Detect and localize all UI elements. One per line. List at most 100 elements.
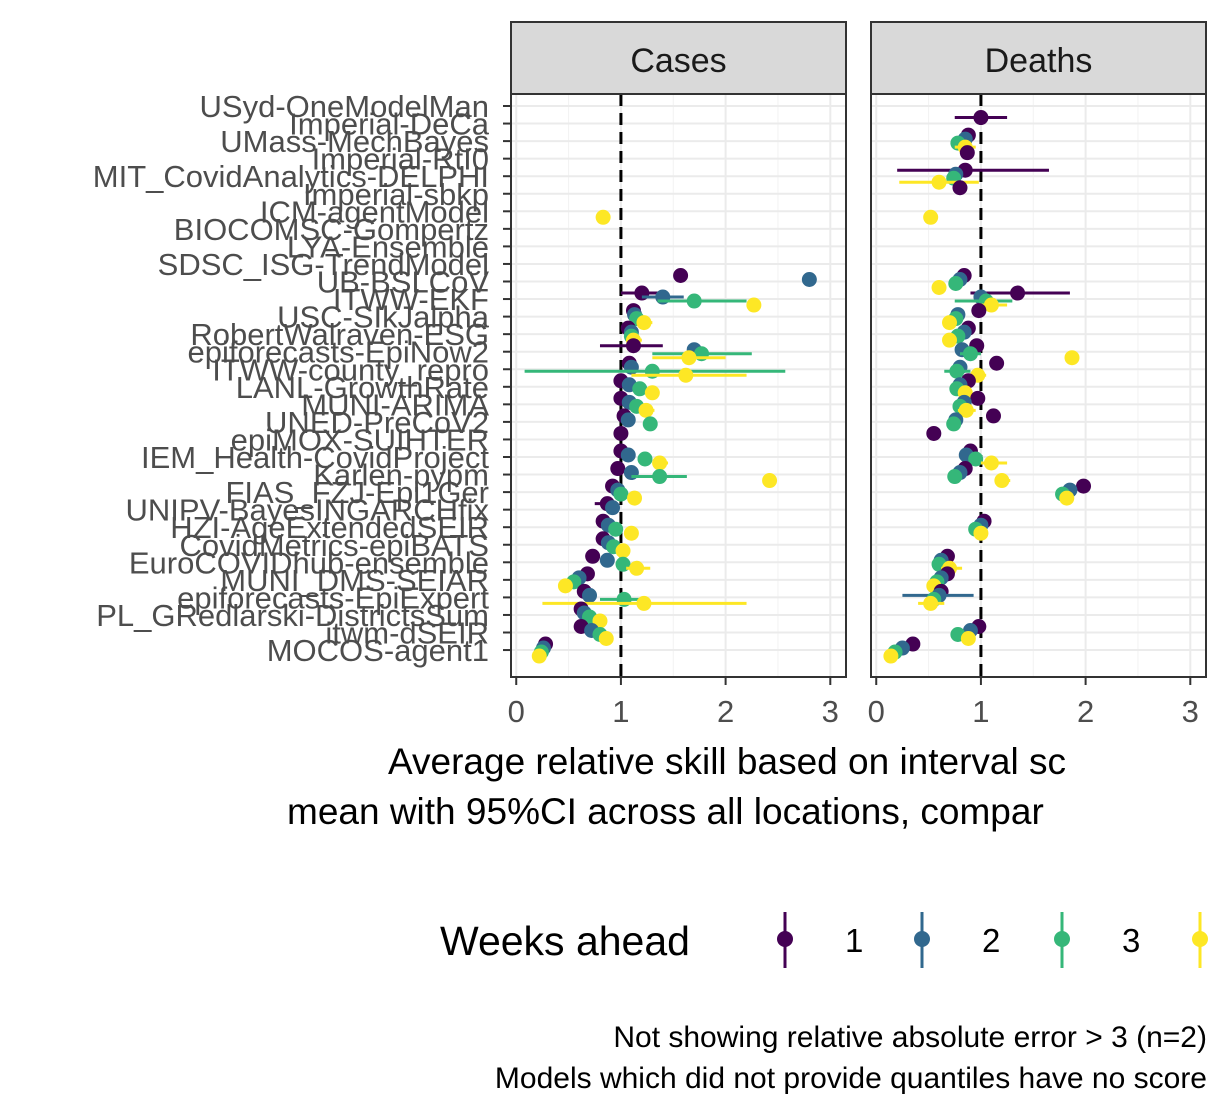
- mean-point: [531, 648, 547, 664]
- y-tick-label: CovidMetrics-epiBATS: [179, 528, 489, 563]
- legend-label: 3: [1122, 922, 1140, 959]
- mean-point: [947, 469, 963, 485]
- mean-point: [625, 338, 641, 354]
- y-tick-label: epiMOX-SUIHTER: [231, 422, 489, 457]
- mean-point: [973, 525, 989, 541]
- y-tick-label: UNIPV-BayesINGARCHfix: [126, 493, 490, 528]
- legend-key: 2: [914, 912, 1000, 968]
- y-tick-label: FIAS_FZJ-Epi1Ger: [225, 475, 489, 510]
- x-tick-label: 2: [717, 694, 734, 729]
- mean-point: [620, 447, 636, 463]
- y-tick-label: MOCOS-agent1: [267, 633, 489, 668]
- y-tick-label: LANL-GrowthRate: [236, 370, 489, 405]
- x-tick-label: 1: [612, 694, 629, 729]
- mean-point: [931, 280, 947, 295]
- mean-point: [638, 402, 654, 418]
- facet-strip-deaths: [870, 21, 1207, 95]
- legend-key: 1: [777, 912, 863, 968]
- mean-point: [686, 293, 702, 309]
- y-tick-label: SDSC_ISG-TrendModel: [158, 247, 489, 282]
- mean-point: [620, 412, 636, 428]
- x-tick-label: 3: [822, 694, 839, 729]
- mean-point: [746, 297, 762, 313]
- mean-point: [973, 110, 989, 126]
- mean-point: [994, 473, 1010, 489]
- legend: Weeks ahead 1 2 3: [440, 912, 1208, 968]
- y-tick-label: LYA-Ensemble: [287, 229, 489, 264]
- y-tick-label: Imperial-sbkp: [303, 177, 489, 212]
- y-tick-label: MIT_CovidAnalytics-DELPHI: [93, 159, 489, 194]
- y-tick-label: epiforecasts-EpiExpert: [177, 580, 489, 615]
- mean-point: [632, 381, 648, 397]
- mean-point: [946, 416, 962, 432]
- mean-point: [989, 355, 1005, 371]
- legend-key: 3: [1054, 912, 1140, 968]
- mean-point: [948, 276, 964, 291]
- y-tick-label: USyd-OneModelMan: [200, 89, 489, 124]
- mean-point: [926, 425, 942, 441]
- panel-border-cases: [510, 93, 847, 678]
- facet-panel-deaths: Deaths: [870, 21, 1207, 678]
- facet-title-deaths: Deaths: [985, 42, 1093, 80]
- mean-point: [983, 297, 999, 313]
- mean-point: [1076, 478, 1092, 494]
- mean-point: [1059, 490, 1075, 506]
- mean-point: [629, 560, 645, 576]
- legend-key-point: [1054, 931, 1070, 947]
- caption: Not showing relative absolute error > 3 …: [495, 1021, 1207, 1095]
- x-tick-label: 0: [508, 694, 525, 729]
- y-tick-label: Imperial-RtI0: [312, 142, 489, 177]
- mean-point: [652, 455, 668, 471]
- mean-point: [962, 346, 978, 362]
- y-tick-label: HZI-AgeExtendedSEIR: [170, 510, 489, 545]
- mean-point: [595, 209, 611, 225]
- y-tick-label: UMass-MechBayes: [220, 124, 489, 159]
- facet-panel-cases: Cases: [510, 21, 847, 678]
- y-tick-label: ITWW-county_repro: [212, 352, 489, 387]
- mean-point: [949, 363, 965, 379]
- mean-point: [968, 451, 984, 467]
- mean-point: [613, 486, 629, 502]
- y-tick-label: USC-SIkJalpha: [277, 300, 490, 335]
- caption-line-1: Not showing relative absolute error > 3 …: [613, 1021, 1207, 1054]
- mean-point: [983, 455, 999, 471]
- mean-point: [960, 631, 976, 646]
- x-axis-title: Average relative skill based on interval…: [287, 741, 1066, 832]
- mean-point: [623, 525, 639, 541]
- mean-point: [942, 315, 958, 331]
- mean-point: [605, 500, 621, 516]
- mean-point: [608, 521, 624, 537]
- mean-point: [557, 578, 573, 594]
- mean-point: [971, 303, 987, 319]
- mean-point: [923, 595, 939, 611]
- y-tick-label: IEM_Health-CovidProject: [141, 440, 489, 475]
- y-tick-label: PL_GRedlarski-DistrictsSum: [96, 598, 489, 633]
- mean-point: [762, 473, 778, 489]
- mean-point: [627, 490, 643, 506]
- facet-strip-cases: [510, 21, 847, 95]
- x-axis-title-line: Average relative skill based on interval…: [388, 741, 1066, 782]
- y-tick-label: ICM-agentModel: [260, 194, 489, 229]
- mean-point: [883, 648, 899, 664]
- y-tick-label: UNED-PreCoV2: [265, 405, 489, 440]
- legend-key-point: [777, 931, 793, 947]
- x-axis-title-line: mean with 95%CI across all locations, co…: [287, 791, 1044, 832]
- mean-point: [673, 268, 689, 283]
- mean-point: [985, 408, 1001, 424]
- y-tick-label: ITWW-EKF: [333, 282, 489, 317]
- marks-deaths: [883, 110, 1092, 664]
- mean-point: [598, 631, 614, 646]
- legend-label: 1: [845, 922, 863, 959]
- gridlines-deaths: [871, 94, 1206, 677]
- x-tick-label: 3: [1182, 694, 1199, 729]
- mean-point: [644, 385, 660, 401]
- caption-line-2: Models which did not provide quantiles h…: [495, 1062, 1207, 1095]
- mean-point: [652, 469, 668, 485]
- y-tick-label: RobertWalraven-ESG: [190, 317, 489, 352]
- mean-point: [801, 272, 817, 287]
- mean-point: [636, 595, 652, 611]
- y-tick-label: BIOCOMSC-Gompertz: [174, 212, 489, 247]
- mean-point: [678, 367, 694, 383]
